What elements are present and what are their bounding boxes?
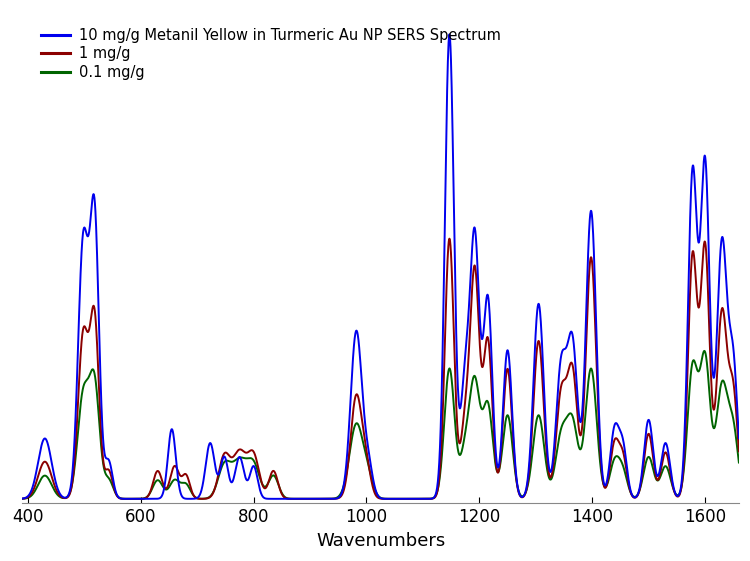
X-axis label: Wavenumbers: Wavenumbers — [316, 532, 446, 550]
Legend: 10 mg/g Metanil Yellow in Turmeric Au NP SERS Spectrum, 1 mg/g, 0.1 mg/g: 10 mg/g Metanil Yellow in Turmeric Au NP… — [37, 24, 506, 84]
